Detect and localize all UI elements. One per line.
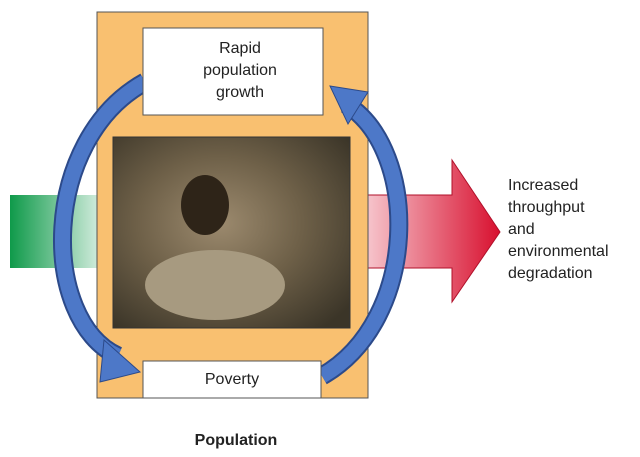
output-label: and	[508, 221, 535, 238]
diagram: Rapid population growth Poverty Increase…	[0, 0, 640, 457]
output-label: Increased	[508, 177, 578, 194]
node-label: Poverty	[205, 371, 259, 388]
caption: Population	[195, 432, 278, 449]
node-label: Rapid	[219, 40, 261, 57]
output-label: throughput	[508, 199, 585, 216]
output-label: environmental	[508, 243, 609, 260]
node-label: growth	[216, 84, 264, 101]
photo-figure	[181, 175, 229, 235]
node-label: population	[203, 62, 277, 79]
photo-figure	[145, 250, 285, 320]
output-label: degradation	[508, 265, 593, 282]
